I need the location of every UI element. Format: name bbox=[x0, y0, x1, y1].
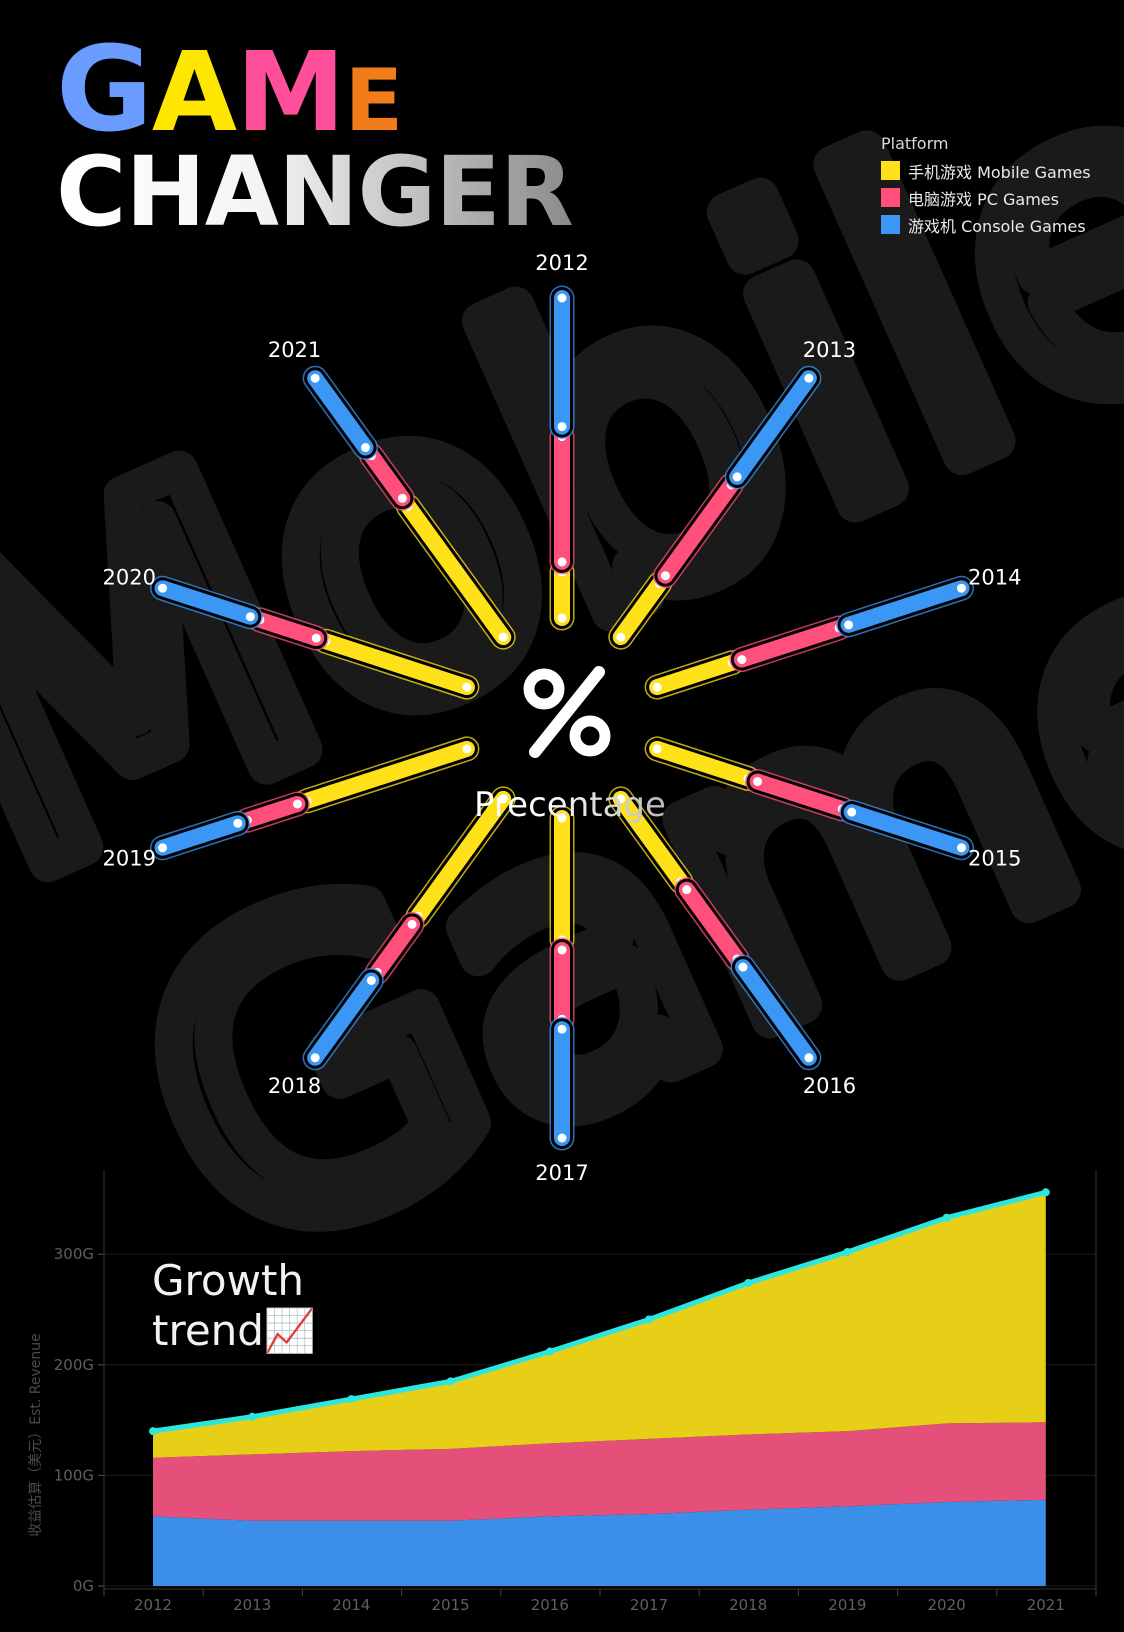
x-tick-label-2018: 2018 bbox=[729, 1596, 767, 1614]
x-tick-label-2017: 2017 bbox=[630, 1596, 668, 1614]
x-tick-label-2013: 2013 bbox=[233, 1596, 271, 1614]
radial-bar-2013-pc bbox=[652, 472, 744, 589]
radial-bar-2012-mobile bbox=[549, 559, 575, 631]
growth-trend-line1: Growth bbox=[152, 1256, 305, 1305]
legend-label-pc: 电脑游戏 PC Games bbox=[908, 189, 1059, 209]
radial-bar-2014-mobile bbox=[644, 650, 745, 700]
y-axis-label: 收益估算（美元）Est. Revenue bbox=[28, 1333, 44, 1537]
y-tick-label: 300G bbox=[54, 1245, 94, 1263]
platform-legend: Platform 手机游戏 Mobile Games 电脑游戏 PC Games… bbox=[881, 134, 1091, 238]
radial-year-label-2012: 2012 bbox=[535, 251, 588, 275]
radial-bar-2012-console bbox=[549, 285, 575, 440]
radial-bar-2018-pc bbox=[364, 911, 425, 985]
trend-point-2019 bbox=[843, 1247, 852, 1256]
radial-year-label-2015: 2015 bbox=[968, 847, 1021, 871]
trend-point-2020 bbox=[942, 1213, 951, 1222]
total-trend-line bbox=[152, 1189, 1047, 1434]
radial-bar-2020-mobile bbox=[313, 628, 480, 700]
radial-year-label-2013: 2013 bbox=[803, 338, 856, 362]
x-tick-label-2012: 2012 bbox=[134, 1596, 172, 1614]
y-tick-label: 0G bbox=[73, 1577, 94, 1595]
legend-swatch-mobile bbox=[881, 161, 900, 180]
radial-bar-2017-mobile bbox=[549, 805, 575, 953]
radial-bar-2012-pc bbox=[549, 424, 575, 575]
radial-bar-2016-pc bbox=[674, 877, 750, 972]
radial-bar-2021-pc bbox=[358, 443, 415, 511]
legend-label-mobile: 手机游戏 Mobile Games bbox=[908, 162, 1091, 182]
center-label: Precentage bbox=[420, 785, 720, 825]
trend-point-2021 bbox=[1041, 1188, 1050, 1197]
radial-year-label-2021: 2021 bbox=[268, 338, 321, 362]
radial-bar-2019-mobile bbox=[294, 736, 480, 814]
radial-bar-2013-mobile bbox=[608, 571, 673, 650]
radial-bar-2019-console bbox=[150, 810, 251, 861]
area-layer-pc bbox=[153, 1422, 1046, 1521]
x-tick-label-2019: 2019 bbox=[828, 1596, 866, 1614]
growth-trend-line2: trend📈 bbox=[152, 1306, 317, 1355]
radial-bar-2017-pc bbox=[549, 937, 575, 1032]
title-game: GAME bbox=[56, 30, 573, 148]
radial-year-label-2016: 2016 bbox=[803, 1074, 856, 1098]
radial-bar-2021-mobile bbox=[395, 493, 516, 650]
trend-point-2017 bbox=[645, 1315, 653, 1324]
trend-point-2014 bbox=[347, 1395, 356, 1404]
area-layer-mobile bbox=[153, 1192, 1046, 1458]
title-letter-e: E bbox=[344, 51, 403, 151]
radial-bar-2017-console bbox=[549, 1016, 575, 1151]
legend-label-console: 游戏机 Console Games bbox=[908, 216, 1086, 236]
growth-trend-heading: Growth trend📈 bbox=[152, 1256, 316, 1356]
legend-item-mobile[interactable]: 手机游戏 Mobile Games bbox=[881, 157, 1091, 184]
radial-year-label-2020: 2020 bbox=[103, 565, 156, 589]
radial-year-label-2014: 2014 bbox=[968, 565, 1021, 589]
radial-bar-2021-console bbox=[302, 365, 379, 461]
radial-bar-2014-console bbox=[836, 575, 974, 638]
radial-year-label-2019: 2019 bbox=[103, 847, 156, 871]
page-title: GAME CHANGER bbox=[56, 30, 574, 248]
radial-bar-2016-mobile bbox=[608, 786, 694, 895]
title-changer: CHANGER bbox=[56, 136, 574, 248]
radial-bar-2014-pc bbox=[729, 615, 852, 673]
radial-bar-2020-console bbox=[150, 575, 263, 630]
radial-year-label-2018: 2018 bbox=[268, 1074, 321, 1098]
radial-bar-2019-pc bbox=[234, 791, 310, 833]
radial-year-label-2017: 2017 bbox=[535, 1161, 588, 1185]
x-tick-label-2015: 2015 bbox=[432, 1596, 470, 1614]
title-letter-g: G bbox=[56, 20, 153, 158]
legend-swatch-console bbox=[881, 215, 900, 234]
radial-bar-2015-mobile bbox=[644, 736, 761, 791]
legend-item-console[interactable]: 游戏机 Console Games bbox=[881, 211, 1091, 238]
legend-swatch-pc bbox=[881, 188, 900, 207]
trend-point-2016 bbox=[545, 1347, 554, 1356]
percent-symbol-icon bbox=[523, 666, 611, 758]
radial-bar-2018-mobile bbox=[405, 786, 516, 929]
radial-bar-2018-console bbox=[302, 967, 384, 1071]
legend-title: Platform bbox=[881, 134, 949, 153]
radial-bar-2016-console bbox=[730, 954, 822, 1071]
trend-point-2018 bbox=[744, 1278, 753, 1287]
legend-item-pc[interactable]: 电脑游戏 PC Games bbox=[881, 184, 1091, 211]
title-letter-a: A bbox=[151, 28, 237, 156]
trend-point-2013 bbox=[248, 1412, 257, 1421]
x-tick-label-2021: 2021 bbox=[1027, 1596, 1065, 1614]
y-tick-label: 100G bbox=[54, 1466, 94, 1484]
revenue-area-chart: 0G 100G 200G 300G 收益估算（美元）Est. Revenue 2012 20… bbox=[28, 1170, 1097, 1614]
radial-bar-2020-pc bbox=[247, 607, 329, 651]
y-tick-label: 200G bbox=[54, 1356, 94, 1374]
x-tick-label-2014: 2014 bbox=[332, 1596, 370, 1614]
x-tick-label-2016: 2016 bbox=[531, 1596, 569, 1614]
radial-bar-2013-console bbox=[724, 365, 822, 490]
title-letter-m: M bbox=[236, 28, 345, 156]
trend-point-2015 bbox=[446, 1377, 455, 1386]
trend-point-2012 bbox=[149, 1427, 157, 1436]
x-tick-label-2020: 2020 bbox=[928, 1596, 966, 1614]
area-layer-console bbox=[153, 1499, 1046, 1586]
radial-bar-2015-pc bbox=[745, 769, 855, 822]
radial-bar-2015-console bbox=[839, 799, 974, 861]
